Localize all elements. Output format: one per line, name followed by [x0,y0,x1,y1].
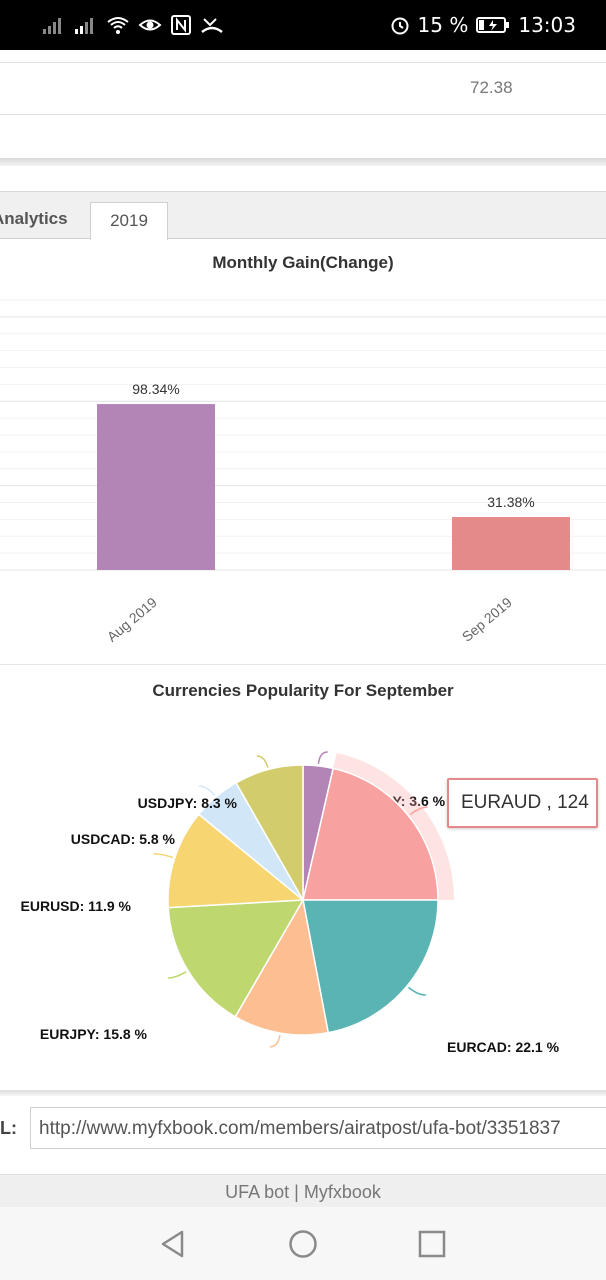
battery-icon [476,17,510,33]
x-tick-label: Aug 2019 [104,594,160,645]
url-label: L: [0,1118,17,1138]
status-bar: 15 % 13:03 [0,0,606,50]
pie-connector [269,1034,281,1048]
tab-analytics[interactable]: Analytics [0,209,68,228]
page-content: 72.38 Analytics 2019 Monthly Gain(Change… [0,50,606,1207]
navigation-bar [0,1207,606,1280]
x-tick-label: Sep 2019 [459,594,515,645]
pie-connector [256,755,269,768]
bar-chart: 98.34% Aug 2019 31.38% Sep 2019 [0,299,606,645]
bar-chart-title: Monthly Gain(Change) [212,253,394,272]
recents-icon[interactable] [417,1229,447,1259]
pie-connector [153,852,174,859]
pie-label-eurcad: EURCAD: 22.1 % [447,1039,560,1055]
back-icon[interactable] [158,1229,188,1259]
tabs-bar: Analytics 2019 [0,191,606,240]
missed-call-icon [201,18,223,34]
table-value: 72.38 [470,78,513,97]
section-shadow [0,1090,606,1096]
pie-chart: AUDJPY: 3.6 %EURCAD: 22.1 %EURCHF: 11.4 … [21,751,560,1055]
pie-slice-eurjpy [167,899,305,1018]
pie-connector [408,986,426,996]
pie-label-usdjpy: USDJPY: 8.3 % [138,795,238,811]
table-divider [0,62,606,63]
bar-sep-2019 [452,517,570,570]
pie-connector [317,751,328,764]
home-icon[interactable] [288,1229,318,1259]
signal-icon [75,18,93,34]
pie-slice-usdjpy [234,764,304,903]
pie-label-eurusd: EURUSD: 11.9 % [21,898,132,914]
nfc-icon [171,15,191,35]
pie-slice-eurcad [302,899,439,1034]
wifi-icon [107,17,129,34]
bar-data-label: 98.34% [132,381,179,397]
pie-connector [409,806,428,816]
table-divider [0,114,606,115]
pie-connector [168,971,187,979]
tab-2019[interactable]: 2019 [90,202,168,240]
pie-tooltip: EURAUD , 124 [447,778,598,828]
pie-slice-euraud [302,767,439,901]
pie-label-usdcad: USDCAD: 5.8 % [71,831,176,847]
pie-slice-eurusd [167,813,305,909]
bar-aug-2019 [97,404,215,570]
alarm-icon [391,17,409,35]
eye-icon [138,19,162,31]
signal-icon [43,18,61,34]
bar-data-label: 31.38% [487,494,534,510]
page-title: UFA bot | Myfxbook [0,1174,606,1207]
pie-label-eurjpy: EURJPY: 15.8 % [40,1026,148,1042]
pie-chart-title: Currencies Popularity For September [152,681,454,700]
url-input[interactable]: http://www.myfxbook.com/members/airatpos… [30,1107,606,1149]
clock: 13:03 [518,13,576,37]
section-shadow [0,158,606,166]
pie-slice-eurchf [234,897,330,1036]
pie-connector [198,785,216,796]
section-divider [0,664,606,665]
battery-percent: 15 % [417,13,469,37]
